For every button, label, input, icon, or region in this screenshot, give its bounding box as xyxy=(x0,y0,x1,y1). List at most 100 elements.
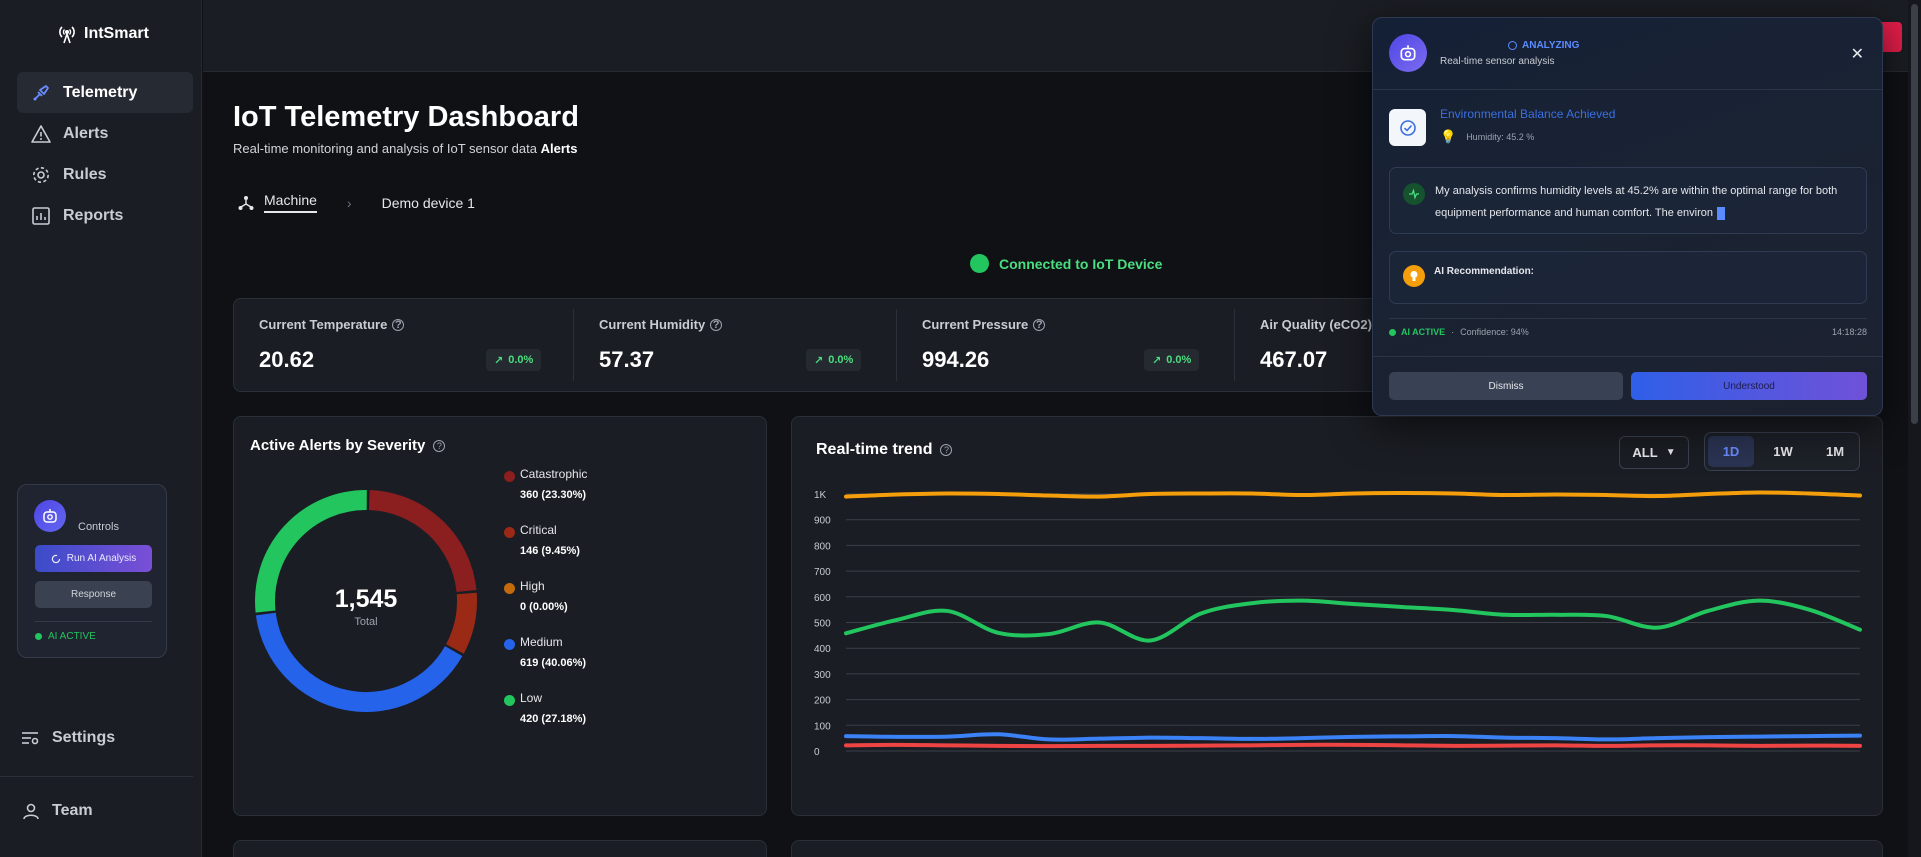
change-badge: ↗ 0.0% xyxy=(806,349,862,371)
refresh-icon xyxy=(51,554,60,563)
y-tick-label: 500 xyxy=(814,619,831,630)
controls-divider xyxy=(35,621,152,622)
range-1d-button[interactable]: 1D xyxy=(1708,436,1754,467)
scrollbar-thumb[interactable] xyxy=(1911,4,1918,424)
breadcrumb-machine[interactable]: Machine xyxy=(264,192,317,213)
metric-value: 994.26 xyxy=(922,347,990,372)
sidebar: IntSmart Telemetry Alerts Rules Reports … xyxy=(0,0,202,857)
trend-line-chart: 0 100 200 300 400 500 600 700 800 900 1K xyxy=(814,490,1862,758)
metric-air-quality: Air Quality (eCO2) 467.07 xyxy=(1260,317,1372,372)
popup-footer: AI ACTIVE · Confidence: 94% 14:18:28 xyxy=(1389,327,1867,337)
sidebar-item-settings[interactable]: Settings xyxy=(20,728,115,748)
series-filter-select[interactable]: ALL ▼ xyxy=(1619,436,1689,469)
legend-dot xyxy=(504,639,515,650)
dismiss-button[interactable]: Dismiss xyxy=(1389,372,1623,400)
chart-icon xyxy=(32,206,50,225)
status-dot-icon xyxy=(35,633,42,640)
trend-panel: Real-time trend ? ALL ▼ 1D 1W 1M 0 100 200… xyxy=(791,416,1883,816)
controls-title: Controls xyxy=(78,521,119,533)
sidebar-item-label: Alerts xyxy=(63,124,109,142)
donut-total-value: 1,545 xyxy=(334,585,398,613)
info-icon[interactable]: ? xyxy=(433,439,446,452)
legend-dot xyxy=(504,695,515,706)
severity-donut-chart xyxy=(255,490,477,712)
info-icon[interactable]: ? xyxy=(1033,318,1046,331)
robot-icon xyxy=(34,500,66,532)
sidebar-item-alerts[interactable]: Alerts xyxy=(17,113,193,154)
legend-value: 420 (27.18%) xyxy=(520,713,587,725)
popup-divider xyxy=(1373,356,1882,357)
arrow-up-right-icon: ↗ xyxy=(814,354,824,367)
network-icon xyxy=(238,195,254,210)
breadcrumb: Machine › Demo device 1 xyxy=(238,192,475,213)
sidebar-item-label: Telemetry xyxy=(63,83,138,101)
y-tick-label: 200 xyxy=(814,696,831,707)
sidebar-item-team[interactable]: Team xyxy=(22,802,93,820)
y-tick-label: 700 xyxy=(814,567,831,578)
confidence-text: Confidence: 94% xyxy=(1460,327,1529,337)
insight-title: Environmental Balance Achieved xyxy=(1440,107,1616,121)
y-tick-label: 100 xyxy=(814,721,831,732)
metric-value: 467.07 xyxy=(1260,347,1328,372)
page-subtitle: Real-time monitoring and analysis of IoT… xyxy=(233,141,578,156)
donut-slice-critical[interactable] xyxy=(445,592,477,654)
brand-logo[interactable]: IntSmart xyxy=(56,24,149,44)
understood-button[interactable]: Understood xyxy=(1631,372,1867,400)
bottom-panel-right xyxy=(791,840,1883,857)
response-button[interactable]: Response xyxy=(35,581,152,608)
legend-value: 360 (23.30%) xyxy=(520,489,587,501)
arrow-up-right-icon: ↗ xyxy=(1152,354,1162,367)
legend-dot xyxy=(504,527,515,538)
metric-divider xyxy=(573,309,574,381)
donut-total-label: Total xyxy=(354,616,378,628)
metric-temperature: Current Temperature? 20.62 ↗ 0.0% xyxy=(234,299,574,391)
arrow-up-right-icon: ↗ xyxy=(494,354,504,367)
info-icon[interactable]: ? xyxy=(710,318,723,331)
legend-label: Critical xyxy=(520,523,557,537)
legend-value: 0 (0.00%) xyxy=(520,601,568,613)
popup-subtitle: Real-time sensor analysis xyxy=(1440,56,1555,67)
legend-label: Medium xyxy=(520,635,563,649)
run-ai-analysis-button[interactable]: Run AI Analysis xyxy=(35,545,152,572)
sidebar-item-telemetry[interactable]: Telemetry xyxy=(17,72,193,113)
y-tick-label: 900 xyxy=(814,516,831,527)
y-tick-label: 400 xyxy=(814,644,831,655)
change-badge: ↗ 0.0% xyxy=(486,349,542,371)
range-1w-button[interactable]: 1W xyxy=(1773,444,1793,459)
page-title: IoT Telemetry Dashboard xyxy=(233,101,579,133)
donut-slice-low[interactable] xyxy=(255,490,367,613)
range-1m-button[interactable]: 1M xyxy=(1825,444,1845,459)
series-line-3[interactable] xyxy=(844,742,1862,749)
ai-analysis-popup: ANALYZING Real-time sensor analysis ✕ En… xyxy=(1372,17,1883,416)
check-circle-icon xyxy=(1389,109,1426,146)
legend-dot xyxy=(504,583,515,594)
user-icon xyxy=(23,803,39,820)
recommendation-box: AI Recommendation: xyxy=(1389,251,1867,304)
metric-value: 20.62 xyxy=(259,347,315,372)
metric-divider xyxy=(896,309,897,381)
series-line-0[interactable] xyxy=(844,490,1862,499)
subtitle-alerts-link[interactable]: Alerts xyxy=(540,141,578,156)
info-icon[interactable]: ? xyxy=(392,318,405,331)
chevron-down-icon: ▼ xyxy=(1665,447,1676,458)
connected-dot-icon xyxy=(970,254,989,273)
metric-divider xyxy=(1234,309,1235,381)
series-line-2[interactable] xyxy=(844,732,1862,742)
activity-icon xyxy=(1403,183,1425,205)
donut-slice-medium[interactable] xyxy=(255,612,463,712)
legend-dot xyxy=(504,471,515,482)
donut-slice-catastrophic[interactable] xyxy=(368,490,477,593)
recommendation-label: AI Recommendation: xyxy=(1434,266,1535,277)
breadcrumb-device[interactable]: Demo device 1 xyxy=(381,194,475,211)
status-dot-icon xyxy=(1389,328,1396,336)
sidebar-item-reports[interactable]: Reports xyxy=(17,195,193,236)
legend-value: 619 (40.06%) xyxy=(520,657,587,669)
antenna-icon xyxy=(59,26,75,44)
sidebar-item-rules[interactable]: Rules xyxy=(17,154,193,195)
ai-status: AI ACTIVE xyxy=(35,631,96,642)
info-icon[interactable]: ? xyxy=(940,444,953,456)
close-icon[interactable]: ✕ xyxy=(1850,46,1864,63)
timestamp: 14:18:28 xyxy=(1831,327,1867,337)
series-line-1[interactable] xyxy=(844,598,1862,643)
change-badge: ↗ 0.0% xyxy=(1144,349,1200,371)
